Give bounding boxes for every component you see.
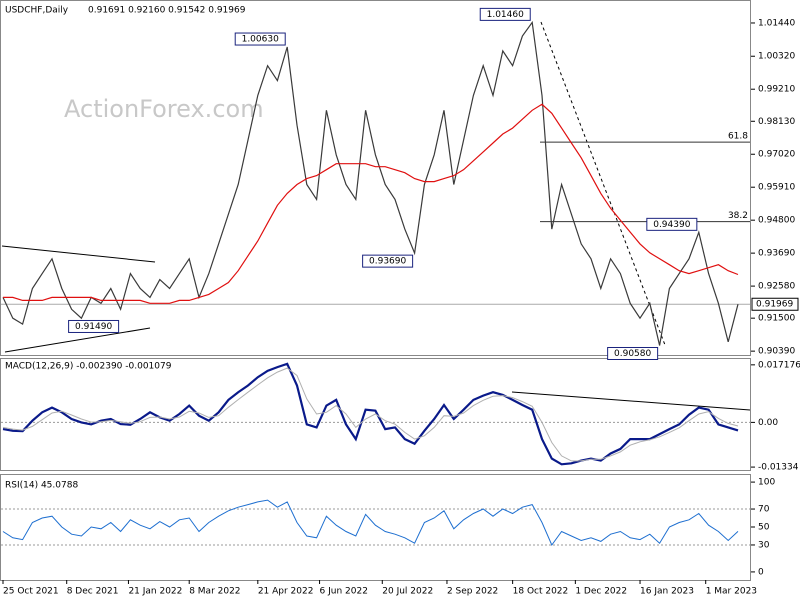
x-tick-label: 21 Apr 2022 [258, 587, 314, 597]
x-tick-label: 8 Dec 2021 [67, 587, 119, 597]
price-box [751, 297, 799, 311]
x-tick-label: 20 Jul 2022 [382, 587, 433, 597]
y-tick-label: 0.99210 [758, 85, 795, 95]
series-line [2, 367, 739, 462]
rsi-title: RSI(14) 45.0788 [5, 481, 78, 491]
annotation-label: 0.90580 [614, 349, 651, 359]
y-tick-label: 0.90390 [758, 347, 795, 357]
y-tick-label: 1.01440 [758, 18, 795, 28]
price-panel [0, 0, 751, 356]
x-tick-label: 8 Mar 2022 [189, 587, 240, 597]
y-tick-label: 50 [758, 523, 770, 533]
series-line [2, 499, 739, 547]
annotation-label: 0.93690 [369, 257, 406, 267]
price-label: 0.91969 [756, 300, 793, 310]
y-tick-label: 0.00 [758, 418, 778, 428]
trend-line [540, 21, 666, 346]
annotation-label: 1.00630 [242, 35, 279, 45]
y-tick-label: 0.93690 [758, 249, 795, 259]
chart-title: USDCHF,Daily [5, 6, 69, 16]
y-tick-label: 0.95910 [758, 183, 795, 193]
x-tick-label: 1 Mar 2023 [706, 587, 757, 597]
ohlc: 0.91691 0.92160 0.91542 0.91969 [88, 6, 246, 16]
annotation-box [362, 254, 414, 268]
y-tick-label: -0.01334 [758, 463, 799, 473]
y-tick-label: 1.00320 [758, 52, 795, 62]
fib-label: 38.2 [728, 211, 748, 221]
x-tick-label: 16 Jan 2023 [640, 587, 694, 597]
y-tick-label: 0.92580 [758, 282, 795, 292]
x-tick-label: 6 Jun 2022 [320, 587, 368, 597]
y-tick-label: 0.017176 [758, 360, 800, 370]
macd-trend-line [511, 391, 751, 411]
annotation-label: 0.91490 [75, 322, 112, 332]
annotation-box [68, 319, 120, 333]
annotation-label: 0.94390 [653, 220, 690, 230]
x-tick-label: 1 Dec 2022 [575, 587, 627, 597]
watermark: ActionForex.com [64, 95, 264, 123]
annotation-box [646, 217, 698, 231]
rsi-panel [0, 474, 751, 581]
x-tick-label: 2 Sep 2022 [447, 587, 498, 597]
y-tick-label: 70 [758, 505, 770, 515]
y-tick-label: 0.94800 [758, 216, 795, 226]
y-tick-label: 0 [758, 567, 764, 577]
y-tick-label: 30 [758, 540, 770, 550]
series-line [2, 20, 739, 346]
y-tick-label: 0.97020 [758, 150, 795, 160]
y-tick-label: 0.91500 [758, 314, 795, 324]
triangle-lower [4, 327, 151, 353]
annotation-box [479, 7, 531, 21]
macd-title: MACD(12,26,9) -0.002390 -0.001079 [5, 362, 172, 372]
triangle-upper [1, 245, 156, 263]
series-line [3, 103, 739, 304]
x-tick-label: 18 Oct 2022 [513, 587, 569, 597]
annotation-box [234, 32, 286, 46]
annotation-box [607, 346, 659, 360]
series-line [2, 362, 739, 466]
annotation-label: 1.01460 [487, 10, 524, 20]
y-tick-label: 100 [758, 478, 775, 488]
macd-panel [0, 358, 751, 471]
y-tick-label: 0.98130 [758, 117, 795, 127]
x-tick-label: 21 Jan 2022 [128, 587, 182, 597]
fib-label: 61.8 [728, 132, 748, 142]
x-tick-label: 25 Oct 2021 [3, 587, 59, 597]
